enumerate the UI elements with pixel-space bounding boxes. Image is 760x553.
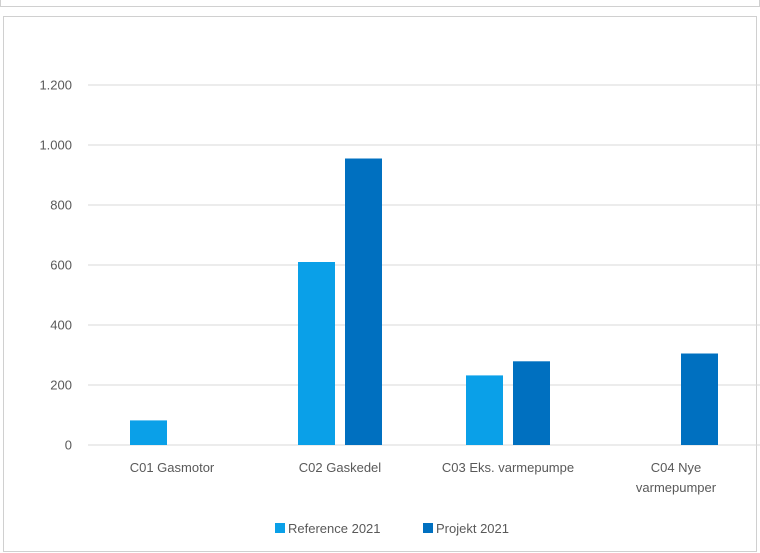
y-tick-label: 800 — [50, 198, 72, 213]
bar-reference-3 — [466, 375, 503, 445]
x-axis-categories: C01 Gasmotor C02 Gaskedel C03 Eks. varmepu… — [130, 460, 717, 495]
legend-label: Reference 2021 — [288, 521, 381, 536]
bar-projekt-4 — [681, 353, 718, 445]
bar-reference-2 — [298, 262, 335, 445]
category-label: C02 Gaskedel — [299, 460, 381, 475]
bar-reference-1 — [130, 420, 167, 445]
category-label: C03 Eks. varmepumpe — [442, 460, 574, 475]
bar-projekt-3 — [513, 361, 550, 445]
y-tick-label: 0 — [65, 438, 72, 453]
legend-swatch — [275, 523, 285, 533]
y-tick-label: 200 — [50, 378, 72, 393]
category-label: C01 Gasmotor — [130, 460, 215, 475]
y-tick-label: 400 — [50, 318, 72, 333]
y-tick-label: 1.000 — [39, 138, 72, 153]
category-label: C04 Nye — [651, 460, 702, 475]
y-tick-label: 1.200 — [39, 78, 72, 93]
legend-swatch — [423, 523, 433, 533]
bar-projekt-2 — [345, 158, 382, 445]
y-tick-label: 600 — [50, 258, 72, 273]
y-axis-ticks: 0 200 400 600 800 1.000 1.200 — [39, 78, 72, 453]
chart-frame — [3, 16, 757, 552]
category-label: varmepumper — [636, 480, 717, 495]
legend: Reference 2021 Projekt 2021 — [275, 521, 509, 536]
legend-label: Projekt 2021 — [436, 521, 509, 536]
gridlines — [88, 84, 760, 446]
bars — [130, 158, 718, 445]
